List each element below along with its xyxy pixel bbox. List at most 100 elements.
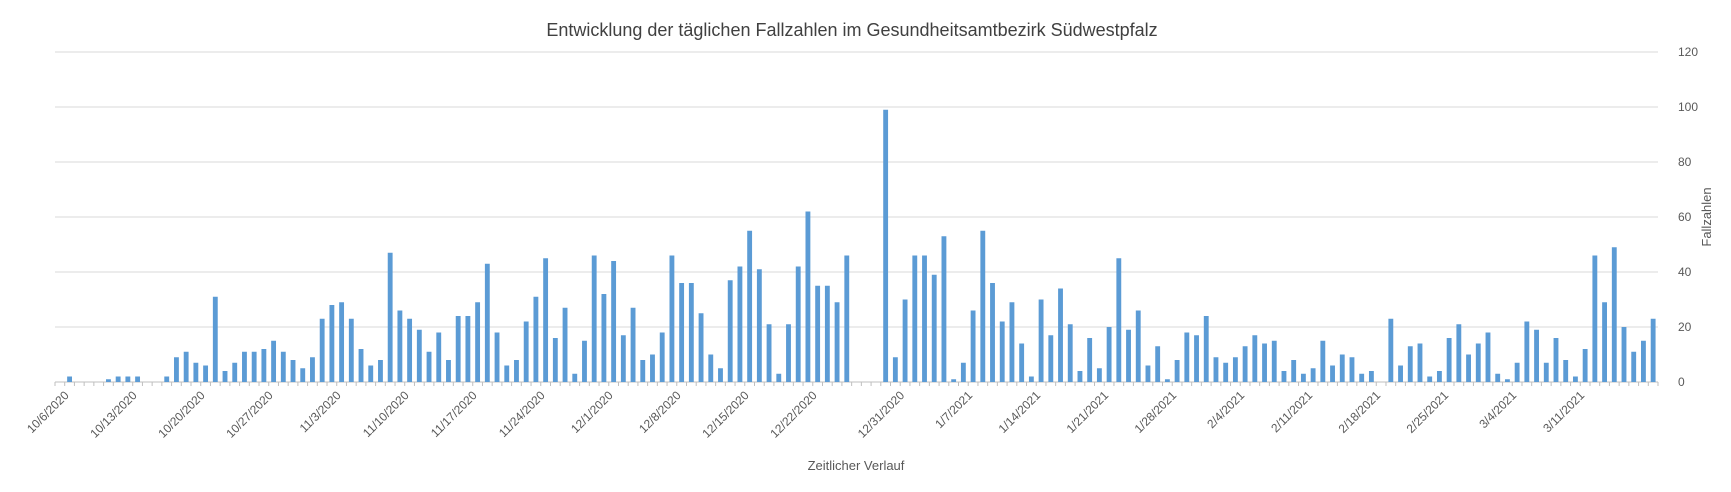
y-tick-label: 20 [1678, 320, 1692, 334]
bar [824, 285, 830, 382]
x-tick-label: 12/1/2020 [568, 388, 616, 436]
bar [1135, 310, 1141, 382]
y-tick-label: 60 [1678, 210, 1692, 224]
bar [999, 321, 1005, 382]
x-tick-label: 2/11/2021 [1268, 388, 1315, 435]
bar [242, 351, 247, 382]
y-tick-label: 120 [1678, 45, 1698, 59]
bar [1067, 324, 1073, 382]
bar [1038, 299, 1044, 382]
y-tick-label: 40 [1678, 265, 1692, 279]
bar [319, 318, 325, 382]
bar [446, 360, 451, 382]
bar [1456, 324, 1462, 382]
bar [1262, 343, 1267, 382]
x-tick-label: 2/25/2021 [1404, 388, 1452, 436]
bar [1349, 357, 1355, 382]
bar [533, 296, 539, 382]
bar [1058, 288, 1063, 382]
bar [1096, 368, 1102, 382]
bar [795, 266, 801, 382]
bar [1446, 338, 1452, 382]
bar [659, 332, 665, 382]
x-tick-label: 1/7/2021 [932, 388, 975, 431]
bar [1368, 371, 1374, 382]
bar [572, 373, 578, 382]
bar [1087, 338, 1093, 382]
bar [601, 294, 607, 382]
bar [737, 266, 743, 382]
bar [1223, 362, 1229, 382]
bar [766, 324, 772, 382]
bar [1398, 365, 1403, 382]
bar [1291, 360, 1297, 382]
bar [378, 360, 383, 382]
bar [135, 376, 141, 382]
bar [922, 255, 927, 382]
gridlines [55, 51, 1658, 383]
chart-title: Entwicklung der täglichen Fallzahlen im … [546, 20, 1157, 40]
bar [222, 371, 228, 382]
bar [300, 368, 306, 382]
bar [416, 329, 422, 382]
x-tick-label: 12/15/2020 [699, 388, 752, 441]
bar [1427, 376, 1433, 382]
bar [747, 230, 753, 382]
bar [183, 351, 189, 382]
bar [1495, 373, 1501, 382]
bar [698, 313, 704, 382]
bar [212, 296, 218, 382]
bar [368, 365, 374, 382]
bar [1203, 316, 1209, 382]
x-tick-label: 11/10/2020 [360, 388, 412, 440]
bar [786, 324, 791, 382]
bar [232, 362, 238, 382]
x-tick-label: 2/4/2021 [1204, 388, 1247, 431]
bar [679, 283, 685, 382]
y-axis-label: Fallzahlen [1699, 187, 1714, 246]
bar [1077, 371, 1083, 382]
bar [1019, 343, 1025, 382]
bar [1194, 335, 1199, 382]
bar [455, 316, 461, 382]
bar [1009, 302, 1015, 382]
y-tick-label: 100 [1678, 100, 1698, 114]
bar [329, 305, 335, 382]
bar [1174, 360, 1180, 382]
bar [1524, 321, 1530, 382]
x-tick-label: 1/28/2021 [1132, 388, 1180, 436]
bar [193, 362, 199, 382]
bar [106, 379, 111, 382]
bar [1388, 318, 1394, 382]
bar [776, 373, 782, 382]
bar [1485, 332, 1491, 382]
bar [708, 354, 714, 382]
bar [494, 332, 500, 382]
bar [1184, 332, 1190, 382]
bar [174, 357, 179, 382]
bar [1572, 376, 1578, 382]
bar [980, 230, 986, 382]
x-axis-ticks: 10/6/2020 10/13/2020 10/20/2020 10/27/2020 1… [24, 382, 1659, 441]
x-tick-label: 12/31/2020 [855, 388, 908, 441]
bar [1330, 365, 1335, 382]
bar [1359, 373, 1365, 382]
bar [310, 357, 315, 382]
bar [1553, 338, 1559, 382]
x-tick-label: 10/6/2020 [24, 388, 72, 436]
bar [1281, 371, 1287, 382]
x-tick-label: 12/22/2020 [767, 388, 820, 441]
bar [1534, 329, 1539, 382]
bar [562, 307, 568, 382]
bar [1320, 340, 1326, 382]
bar [115, 376, 121, 382]
bar [1232, 357, 1238, 382]
bar [271, 340, 277, 382]
bar [261, 349, 267, 382]
bar [640, 360, 646, 382]
bar [1592, 255, 1598, 382]
bar [397, 310, 403, 382]
y-tick-label: 0 [1678, 375, 1685, 389]
y-axis-ticks: 0 20 40 60 80 100 120 [1678, 45, 1698, 389]
